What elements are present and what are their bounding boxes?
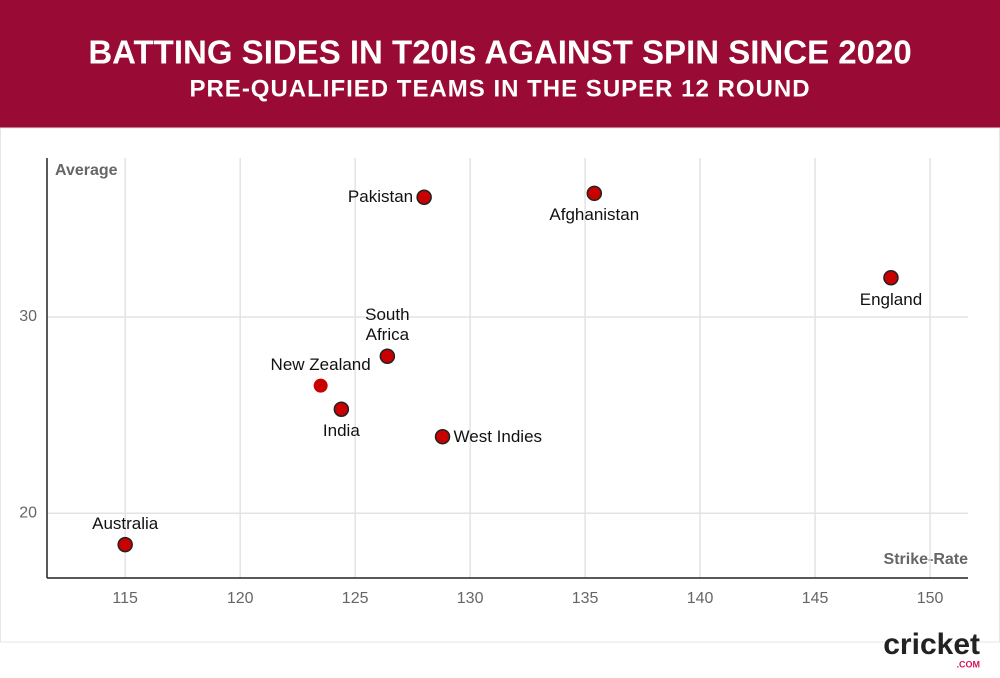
point-label: Afghanistan: [549, 205, 640, 225]
point: [313, 378, 328, 393]
logo: cricket: [883, 628, 980, 661]
point-label: West Indies: [453, 426, 543, 446]
header-band: [0, 0, 1000, 128]
y-tick-label: 20: [19, 504, 37, 521]
x-tick-label: 135: [572, 590, 599, 607]
x-tick-label: 120: [227, 590, 254, 607]
chart-subtitle: PRE-QUALIFIED TEAMS IN THE SUPER 12 ROUN…: [189, 75, 810, 102]
point: [883, 269, 899, 286]
point-label: India: [322, 421, 360, 441]
point-label: Australia: [92, 513, 159, 533]
x-tick-label: 115: [112, 590, 138, 607]
point-label: New Zealand: [270, 354, 371, 374]
point: [117, 536, 133, 553]
point: [434, 428, 451, 445]
x-tick-label: 150: [917, 590, 944, 607]
x-axis-title: Strike-Rate: [884, 551, 969, 568]
x-tick-label: 125: [342, 590, 369, 607]
logo-suffix: .COM: [957, 659, 981, 669]
plot-frame: [0, 127, 1000, 643]
x-tick-label: 130: [457, 590, 484, 607]
point: [379, 348, 396, 364]
point-label: Pakistan: [347, 187, 414, 207]
point-label: South Africa: [365, 305, 410, 345]
x-tick-label: 145: [802, 590, 829, 607]
x-tick-label: 140: [687, 590, 714, 607]
point: [586, 185, 603, 202]
point: [416, 189, 432, 206]
point: [333, 401, 350, 417]
chart-title: BATTING SIDES IN T20Is AGAINST SPIN SINC…: [88, 34, 911, 71]
point-label: England: [859, 289, 923, 309]
y-tick-label: 30: [19, 308, 37, 325]
y-axis-title: Average: [55, 162, 118, 179]
